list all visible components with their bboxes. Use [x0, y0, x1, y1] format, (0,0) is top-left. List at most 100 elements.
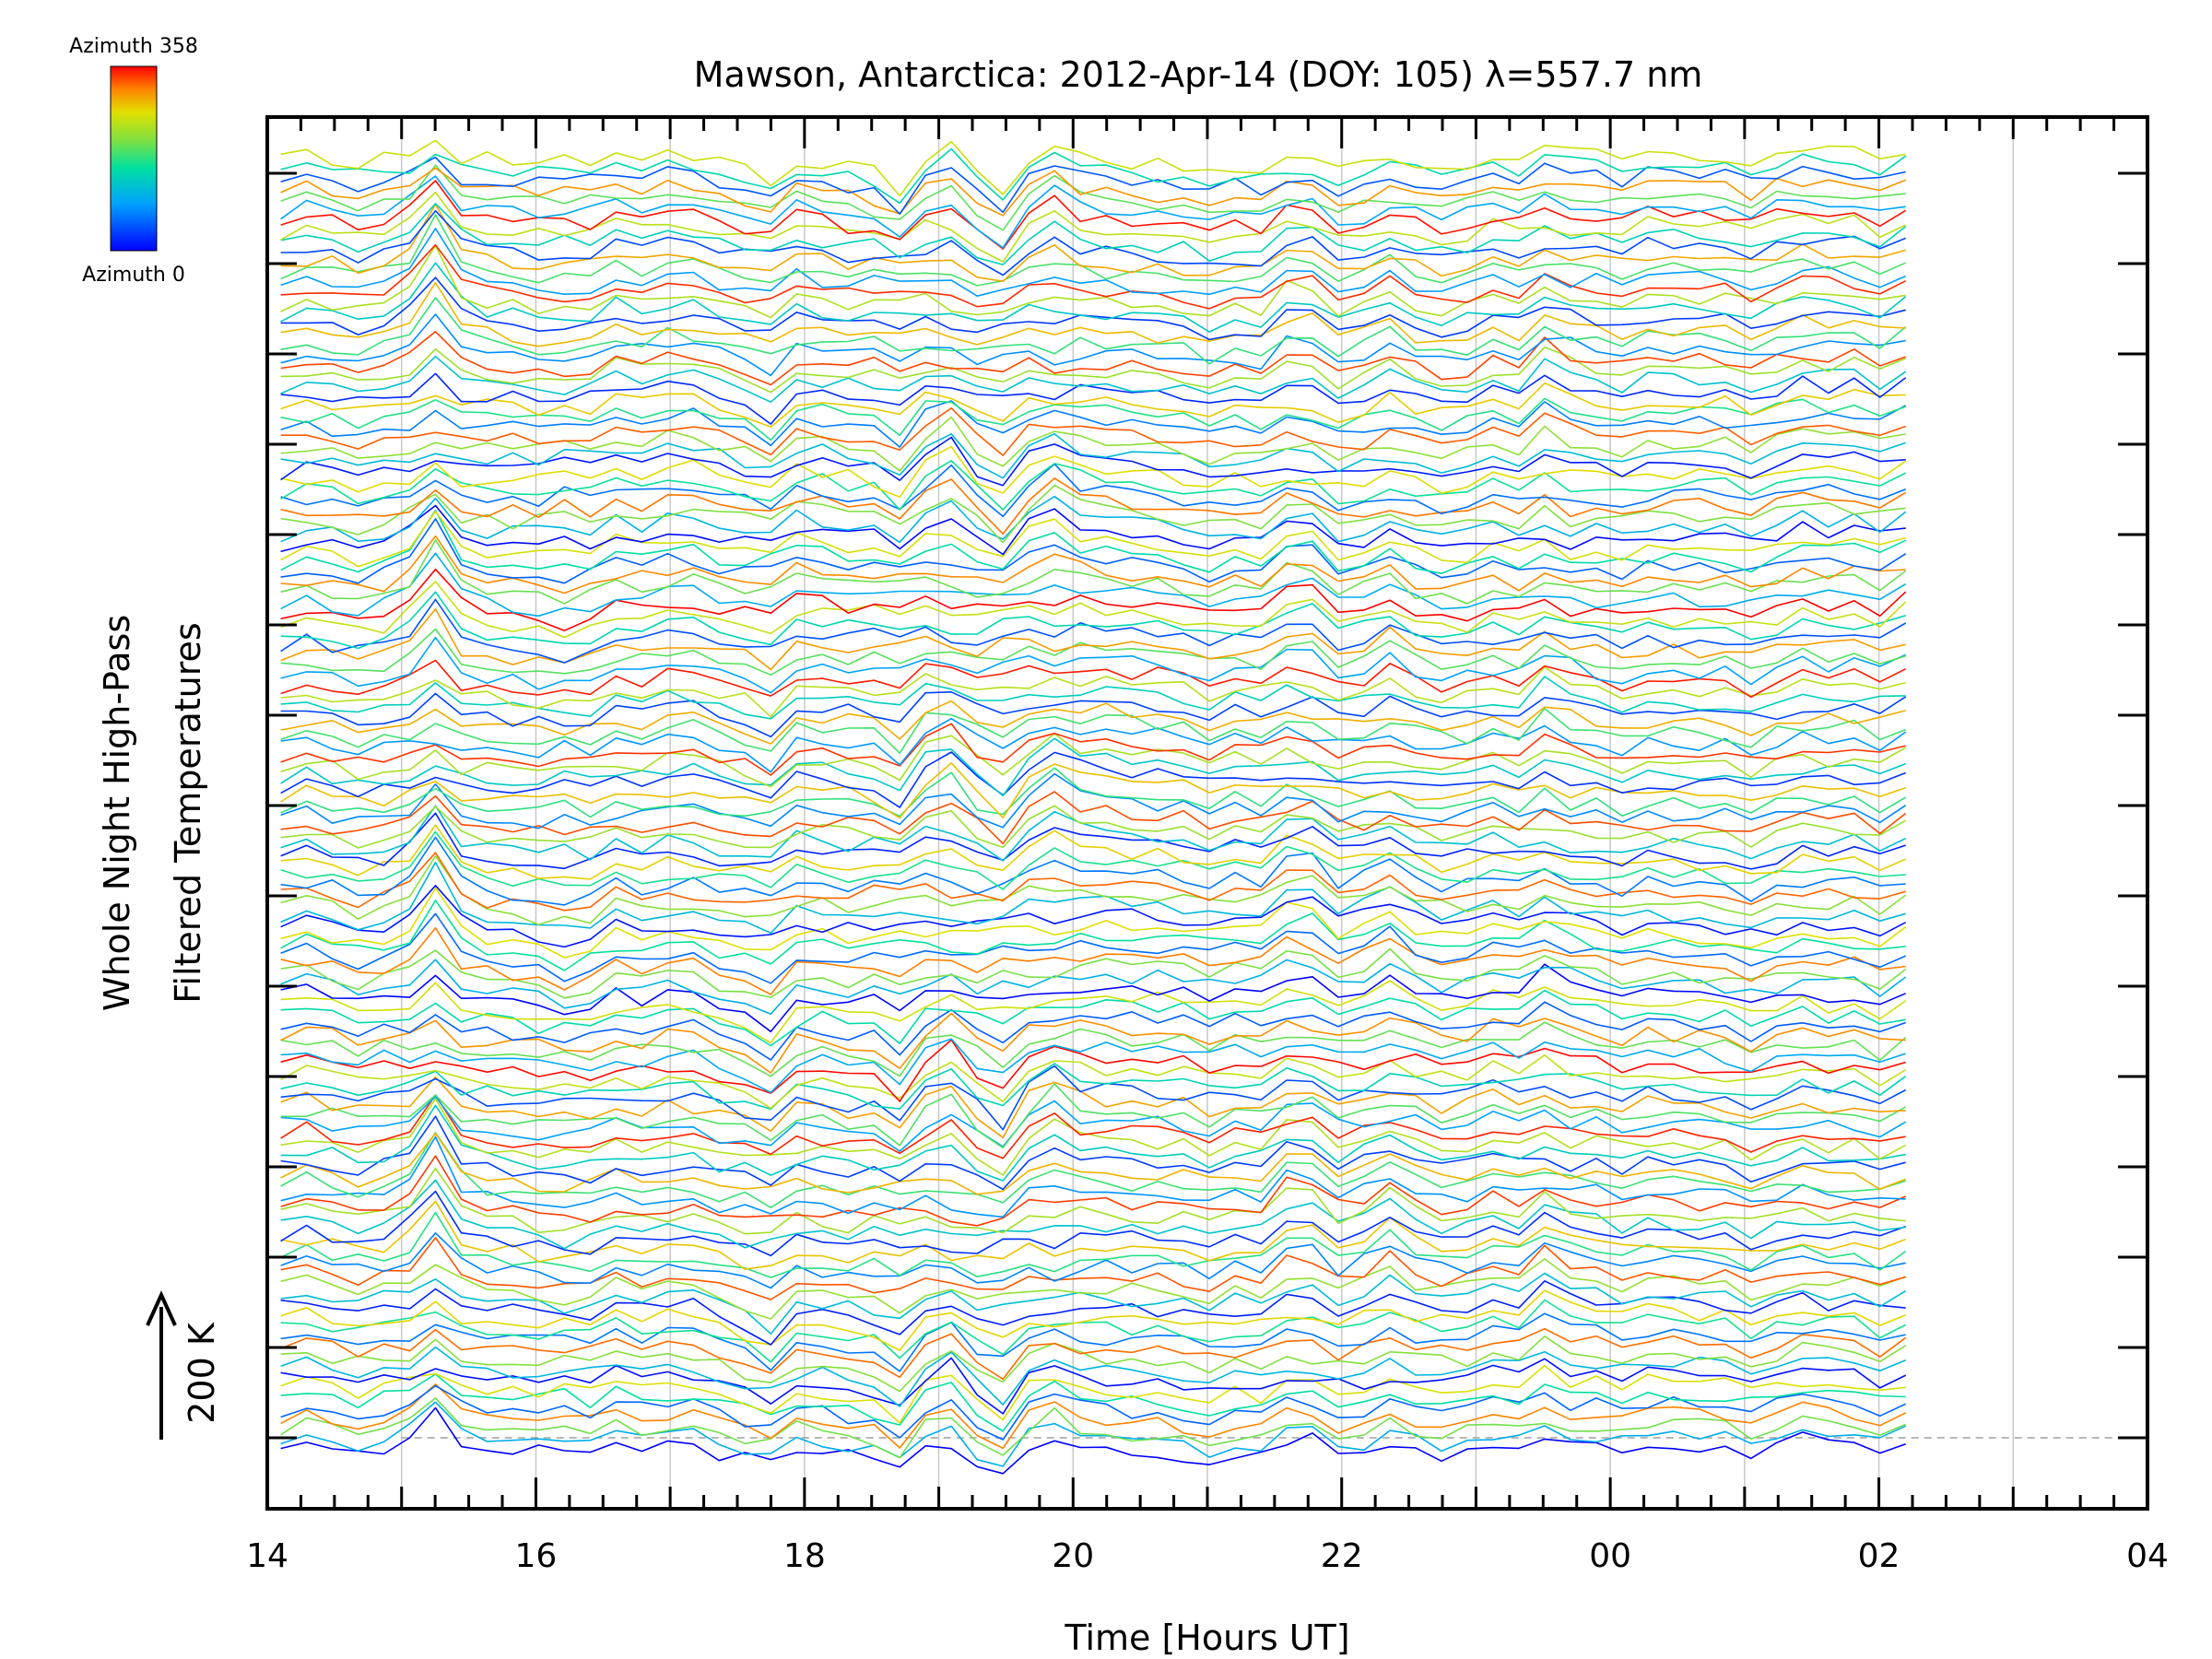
- series-line: [280, 900, 1906, 971]
- series-line: [280, 1327, 1907, 1381]
- series-line: [280, 1232, 1906, 1289]
- series-line: [280, 690, 1907, 738]
- series-line: [280, 805, 1907, 849]
- series-line: [280, 397, 1906, 441]
- series-line: [280, 355, 1907, 404]
- x-tick-label: 02: [1858, 1537, 1900, 1575]
- series-line: [280, 1346, 1907, 1407]
- series-line: [280, 330, 1906, 386]
- series-line: [280, 175, 1906, 249]
- series-line: [280, 1132, 1906, 1209]
- series-line: [280, 156, 1906, 215]
- series-line: [280, 147, 1907, 205]
- series-line: [280, 1076, 1906, 1138]
- series-line: [280, 1364, 1906, 1424]
- series-line: [280, 281, 1906, 347]
- series-line: [280, 733, 1907, 788]
- series-line: [280, 824, 1907, 880]
- series-line: [280, 751, 1906, 808]
- plot-frame: [265, 115, 2149, 1511]
- series-line: [280, 1272, 1907, 1335]
- scale-bar: 200 K: [146, 1290, 222, 1440]
- series-line: [280, 628, 1906, 677]
- x-tick-label: 18: [783, 1537, 826, 1575]
- series-line: [280, 1299, 1907, 1363]
- x-tick-label: 22: [1321, 1537, 1363, 1575]
- gridlines: [400, 117, 2015, 1509]
- series-line: [280, 1063, 1907, 1111]
- y-axis-label-line1: Whole Night High-Pass: [97, 615, 137, 1011]
- legend-top-label: Azimuth 358: [69, 35, 198, 58]
- series-line: [280, 445, 1907, 499]
- series-line: [280, 459, 1907, 511]
- series-line: [280, 1401, 1907, 1467]
- series-line: [280, 535, 1906, 594]
- series-line: [280, 164, 1906, 231]
- series-line: [280, 262, 1907, 333]
- series-line: [280, 463, 1906, 518]
- series-line: [280, 539, 1907, 605]
- y-axis-label-line2: Filtered Temperatures: [168, 622, 208, 1003]
- series-line: [280, 761, 1906, 819]
- series-line: [280, 1383, 1907, 1450]
- series-line: [280, 1083, 1907, 1149]
- series-line: [280, 1258, 1906, 1320]
- series-line: [280, 607, 1906, 671]
- series-line: [280, 243, 1907, 310]
- series-line: [280, 203, 1906, 283]
- series-line: [280, 707, 1906, 755]
- series-line: [280, 805, 1907, 862]
- series-line: [280, 1039, 1906, 1102]
- series-line: [280, 1155, 1907, 1227]
- series-line: [280, 1098, 1907, 1176]
- series-line: [280, 1237, 1906, 1300]
- series-line: [280, 297, 1907, 365]
- series-line: [280, 1357, 1907, 1415]
- series-line: [280, 1167, 1906, 1235]
- series-line: [280, 791, 1907, 845]
- series-line: [280, 346, 1907, 394]
- x-tick-label: 00: [1589, 1537, 1631, 1575]
- series-line: [280, 1115, 1906, 1191]
- series-line: [280, 1021, 1907, 1077]
- scale-bar-arrow-head: [146, 1290, 177, 1326]
- series-line: [280, 1200, 1906, 1270]
- chart-title: Mawson, Antarctica: 2012-Apr-14 (DOY: 10…: [694, 54, 1703, 95]
- series-line: [280, 887, 1907, 959]
- series-line: [280, 191, 1907, 263]
- series-line: [280, 244, 1906, 319]
- series-line: [280, 180, 1907, 250]
- series-line: [280, 989, 1906, 1047]
- series-line: [280, 276, 1906, 341]
- series-line: [280, 1406, 1906, 1475]
- series-line: [280, 884, 1907, 948]
- series-line: [280, 854, 1907, 926]
- series-line: [280, 228, 1907, 298]
- series-line: [280, 1373, 1906, 1432]
- axis-ticks: [265, 117, 2149, 1509]
- series-line: [280, 700, 1906, 745]
- series-line: [280, 1190, 1906, 1257]
- series-line: [280, 313, 1906, 377]
- x-tick-label: 14: [246, 1537, 288, 1575]
- series-line: [280, 477, 1907, 535]
- series-line: [280, 1211, 1907, 1278]
- series-line: [280, 772, 1907, 830]
- series-line: [280, 636, 1907, 694]
- series-line: [280, 1132, 1906, 1195]
- series-line: [280, 723, 1906, 776]
- series-line: [280, 659, 1907, 699]
- series-line: [280, 665, 1906, 718]
- series-line: [280, 959, 1907, 1015]
- series-line: [280, 1289, 1906, 1351]
- series-line: [280, 209, 1907, 276]
- x-tick-label: 04: [2126, 1537, 2169, 1575]
- series-line: [280, 432, 1906, 479]
- series-line: [280, 963, 1907, 1033]
- scale-bar-label: 200 K: [182, 1322, 222, 1424]
- series-line: [280, 214, 1907, 287]
- x-axis-label: Time [Hours UT]: [1064, 1618, 1349, 1658]
- series-line: [280, 1038, 1906, 1094]
- series-line: [280, 1094, 1906, 1159]
